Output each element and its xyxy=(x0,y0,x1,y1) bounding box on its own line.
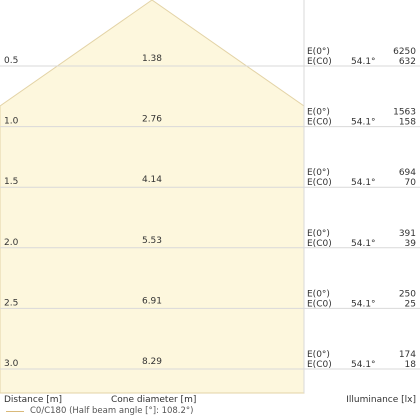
legend: C0/C180 (Half beam angle [°]: 108.2°) xyxy=(6,404,194,418)
e0-label: E(0°) xyxy=(307,47,330,57)
distance-label: 2.5 xyxy=(4,298,18,308)
ec0-label: E(C0) xyxy=(307,118,332,128)
half-angle-label: 54.1° xyxy=(351,57,376,67)
half-angle-label: 54.1° xyxy=(351,178,376,188)
x-axis-label-illuminance: Illuminance [lx] xyxy=(346,395,416,405)
half-angle-label: 54.1° xyxy=(351,299,376,309)
distance-label: 2.0 xyxy=(4,238,19,248)
e0-label: E(0°) xyxy=(307,229,330,239)
distance-label: 3.0 xyxy=(4,359,19,369)
x-axis-label-distance: Distance [m] xyxy=(4,395,62,405)
light-cone xyxy=(0,0,305,394)
ec0-label: E(C0) xyxy=(307,178,332,188)
e0-label: E(0°) xyxy=(307,350,330,360)
illuminance-e0-value: 174 xyxy=(399,350,416,360)
illuminance-ec0-value: 632 xyxy=(399,57,416,67)
legend-line-swatch xyxy=(6,410,24,412)
cone-diameter-label: 8.29 xyxy=(142,357,162,367)
ec0-label: E(C0) xyxy=(307,299,332,309)
cone-diameter-label: 6.91 xyxy=(142,296,162,306)
ec0-label: E(C0) xyxy=(307,360,332,370)
e0-label: E(0°) xyxy=(307,289,330,299)
half-angle-label: 54.1° xyxy=(351,239,376,249)
ec0-label: E(C0) xyxy=(307,57,332,67)
illuminance-ec0-value: 18 xyxy=(405,360,417,370)
half-angle-label: 54.1° xyxy=(351,360,376,370)
illuminance-e0-value: 6250 xyxy=(393,47,416,57)
illuminance-e0-value: 391 xyxy=(399,229,416,239)
illuminance-e0-value: 250 xyxy=(399,289,416,299)
cone-diameter-label: 4.14 xyxy=(142,175,162,185)
illuminance-ec0-value: 25 xyxy=(405,299,416,309)
illuminance-ec0-value: 70 xyxy=(405,178,417,188)
illuminance-ec0-value: 39 xyxy=(405,239,417,249)
cone-diameter-label: 5.53 xyxy=(142,236,162,246)
e0-label: E(0°) xyxy=(307,168,330,178)
cone-diameter-label: 1.38 xyxy=(142,54,162,64)
legend-label-beam: C0/C180 (Half beam angle [°]: 108.2°) xyxy=(30,406,194,416)
e0-label: E(0°) xyxy=(307,108,330,118)
illuminance-e0-value: 1563 xyxy=(393,108,416,118)
cone-diameter-label: 2.76 xyxy=(142,115,162,125)
distance-label: 1.5 xyxy=(4,177,18,187)
x-axis-label-diameter: Cone diameter [m] xyxy=(111,395,196,405)
illuminance-e0-value: 694 xyxy=(399,168,416,178)
distance-label: 0.5 xyxy=(4,56,18,66)
illuminance-ec0-value: 158 xyxy=(399,118,416,128)
half-angle-label: 54.1° xyxy=(351,118,376,128)
ec0-label: E(C0) xyxy=(307,239,332,249)
distance-label: 1.0 xyxy=(4,117,19,127)
